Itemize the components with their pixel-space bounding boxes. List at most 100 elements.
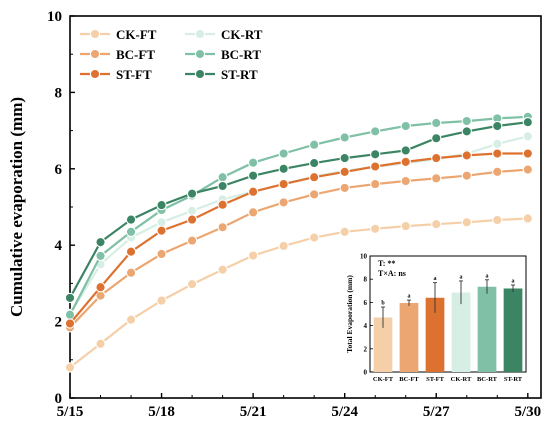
inset-frame	[369, 255, 527, 373]
legend-marker	[194, 48, 206, 60]
significance-letter: a	[460, 274, 463, 280]
data-point	[461, 150, 472, 161]
inset-bar-bc-ft: a BC-FT	[399, 294, 419, 383]
data-point	[492, 138, 503, 150]
inset-y-tick-label: 8	[364, 276, 368, 284]
y-tick-label: 10	[47, 9, 62, 25]
inset-y-tick-label: 2	[364, 345, 368, 353]
inset-y-axis-title: Total Evaporation (mm)	[345, 275, 354, 353]
data-point	[522, 164, 533, 175]
legend-item-ck-ft: CK-FT	[80, 27, 157, 42]
data-point	[400, 220, 411, 232]
legend-label: ST-RT	[221, 67, 258, 82]
data-point	[125, 314, 137, 325]
data-point	[461, 126, 472, 137]
legend-marker	[194, 28, 206, 40]
data-point	[522, 131, 533, 142]
data-point	[186, 188, 198, 199]
data-point	[278, 197, 289, 208]
series-line	[69, 152, 528, 325]
legend-label: CK-FT	[116, 27, 157, 42]
series-st-ft	[64, 148, 533, 329]
data-point	[370, 126, 381, 137]
legend-marker	[194, 68, 206, 80]
data-point	[309, 139, 320, 150]
data-point	[186, 214, 198, 225]
data-point	[64, 318, 76, 329]
data-point	[400, 145, 411, 156]
legend-marker	[89, 68, 101, 80]
inset-category-label: ST-RT	[504, 376, 523, 383]
data-point	[64, 309, 76, 320]
inset-bar	[399, 302, 419, 372]
main-series-group	[64, 111, 533, 373]
data-point	[492, 166, 503, 178]
legend-marker	[89, 48, 101, 60]
data-point	[339, 182, 350, 194]
inset-bar-ck-rt: a CK-RT	[451, 274, 472, 383]
data-point	[247, 186, 259, 197]
data-point	[461, 217, 472, 228]
data-point	[217, 222, 228, 233]
data-point	[156, 248, 167, 260]
inset-category-label: CK-RT	[451, 376, 472, 383]
y-tick-label: 4	[55, 238, 63, 254]
y-tick-label: 0	[55, 391, 63, 407]
legend-item-bc-ft: BC-FT	[80, 47, 155, 62]
legend-item-st-ft: ST-FT	[80, 67, 152, 82]
inset-annotation: T×A: ns	[378, 269, 406, 278]
significance-letter: a	[486, 273, 489, 279]
inset-bar	[425, 297, 445, 372]
data-point	[522, 148, 533, 159]
legend-item-ck-rt: CK-RT	[185, 27, 263, 42]
data-point	[492, 214, 503, 226]
data-point	[400, 175, 411, 187]
data-point	[278, 178, 289, 190]
y-tick-label: 6	[55, 162, 63, 178]
data-point	[431, 173, 442, 184]
data-point	[217, 199, 228, 210]
significance-letter: a	[512, 279, 515, 285]
data-point	[370, 149, 381, 160]
inset-bar	[503, 288, 523, 372]
data-point	[400, 120, 411, 132]
data-point	[431, 152, 442, 164]
series-st-rt	[64, 117, 533, 304]
series-line	[69, 217, 528, 369]
data-point	[186, 205, 198, 216]
data-point	[522, 213, 533, 224]
data-point	[125, 214, 137, 225]
data-point	[339, 166, 350, 178]
data-point	[95, 282, 106, 293]
data-point	[278, 240, 289, 252]
series-line	[69, 168, 528, 329]
inset-category-label: BC-FT	[399, 376, 419, 383]
y-tick-label: 2	[55, 315, 63, 331]
inset-bar	[477, 286, 497, 372]
data-point	[370, 161, 381, 172]
data-point	[186, 235, 198, 246]
data-point	[278, 148, 289, 159]
data-point	[492, 120, 503, 132]
legend: CK-FT CK-RT BC-FT BC-RT ST-FT ST-RT	[80, 27, 263, 82]
inset-bar-st-rt: a ST-RT	[503, 279, 523, 383]
data-point	[309, 157, 320, 169]
inset-category-label: BC-RT	[477, 376, 498, 383]
x-tick-label: 5/24	[331, 404, 358, 420]
inset-bar-ck-ft: b CK-FT	[373, 301, 394, 383]
x-tick-label: 5/15	[57, 404, 84, 420]
data-point	[370, 223, 381, 234]
legend-marker	[89, 28, 101, 40]
data-point	[64, 362, 76, 373]
data-point	[461, 115, 472, 127]
series-ck-ft	[64, 213, 533, 373]
significance-letter: b	[381, 301, 385, 307]
inset-bar-st-ft: a ST-FT	[425, 276, 445, 383]
inset-y-tick-label: 0	[364, 369, 368, 377]
data-point	[431, 133, 442, 144]
data-point	[309, 189, 320, 200]
data-point	[400, 156, 411, 168]
data-point	[156, 225, 167, 236]
data-point	[247, 170, 259, 181]
